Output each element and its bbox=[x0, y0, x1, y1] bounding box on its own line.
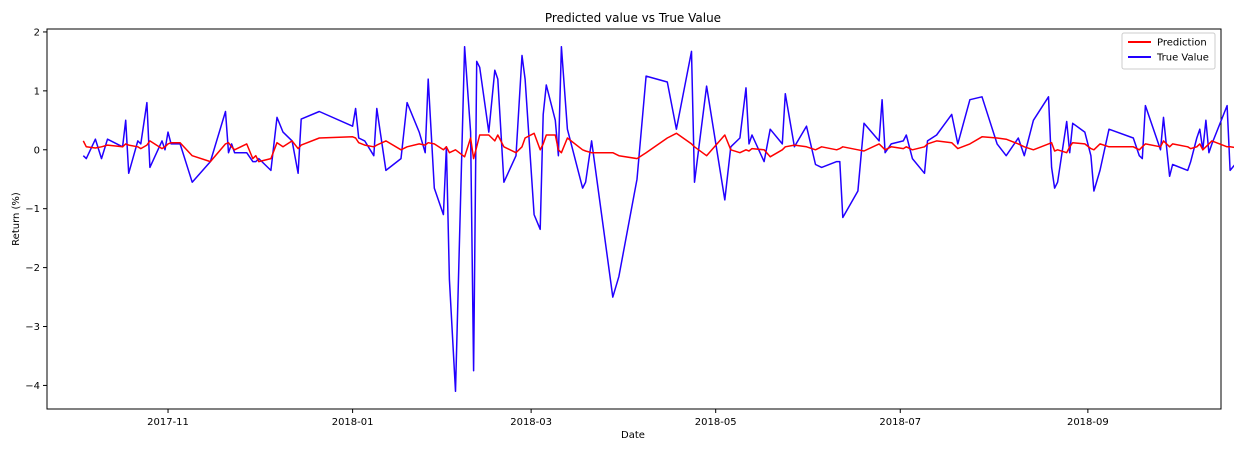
legend-label: True Value bbox=[1156, 53, 1209, 64]
y-tick-label: 0 bbox=[34, 145, 40, 156]
series-line-true-value bbox=[82, 45, 1234, 393]
y-tick-label: −2 bbox=[25, 263, 40, 274]
y-axis: 2 1 0 −1 −2 −3 −4 bbox=[25, 27, 47, 392]
series-line-prediction bbox=[82, 132, 1234, 163]
x-tick-label: 2018-01 bbox=[332, 417, 374, 428]
y-tick-label: −4 bbox=[25, 381, 40, 392]
y-tick-label: 2 bbox=[34, 27, 40, 38]
x-axis: 2017-11 2018-01 2018-03 2018-05 2018-07 2018-… bbox=[147, 409, 1109, 428]
legend: Prediction True Value bbox=[1121, 32, 1216, 70]
x-tick-label: 2018-07 bbox=[879, 417, 921, 428]
y-tick-label: −1 bbox=[25, 204, 40, 215]
x-tick-label: 2018-05 bbox=[695, 417, 737, 428]
y-tick-label: 1 bbox=[34, 86, 40, 97]
chart-title: Predicted value vs True Value bbox=[545, 11, 721, 25]
y-axis-label: Return (%) bbox=[11, 192, 22, 246]
x-axis-label: Date bbox=[621, 430, 645, 441]
legend-label: Prediction bbox=[1157, 38, 1207, 49]
x-tick-label: 2017-11 bbox=[147, 417, 189, 428]
x-tick-label: 2018-09 bbox=[1067, 417, 1109, 428]
plot-area bbox=[46, 28, 1222, 410]
y-tick-label: −3 bbox=[25, 322, 40, 333]
x-tick-label: 2018-03 bbox=[510, 417, 552, 428]
series-layer bbox=[82, 45, 1234, 393]
